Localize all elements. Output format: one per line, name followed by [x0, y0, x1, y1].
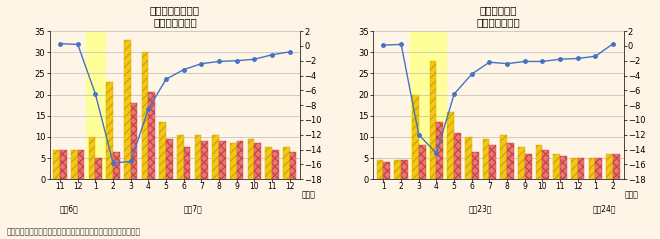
Bar	[195, 135, 201, 179]
Bar	[571, 158, 578, 179]
Bar	[88, 137, 96, 179]
Bar	[482, 139, 490, 179]
Bar	[230, 143, 237, 179]
Bar	[71, 150, 78, 179]
Bar	[507, 143, 514, 179]
Bar	[60, 150, 67, 179]
Bar	[131, 103, 137, 179]
Bar	[148, 92, 155, 179]
Bar	[607, 154, 613, 179]
Text: （月）: （月）	[625, 190, 639, 199]
Text: （月）: （月）	[302, 190, 315, 199]
Bar	[500, 135, 507, 179]
Bar	[490, 145, 496, 179]
Bar	[265, 147, 272, 179]
Title: 東日本大震災
（単位：千人）: 東日本大震災 （単位：千人）	[477, 5, 520, 27]
Bar	[472, 152, 478, 179]
Bar	[419, 145, 426, 179]
Bar	[560, 156, 567, 179]
Text: 平成23年: 平成23年	[469, 204, 492, 213]
Text: 平成24年: 平成24年	[593, 204, 616, 213]
Bar	[525, 154, 531, 179]
Bar	[159, 122, 166, 179]
Bar	[78, 150, 84, 179]
Bar	[283, 147, 290, 179]
Bar	[86, 31, 104, 179]
Bar	[166, 139, 173, 179]
Bar	[237, 141, 244, 179]
Bar	[454, 133, 461, 179]
Bar	[412, 95, 419, 179]
Bar	[518, 147, 525, 179]
Bar	[219, 141, 226, 179]
Bar	[553, 154, 560, 179]
Text: 資料）総務省「住民基本台帳人口移動報告」より国土交通省作成: 資料）総務省「住民基本台帳人口移動報告」より国土交通省作成	[7, 228, 141, 237]
Bar	[447, 112, 454, 179]
Bar	[543, 150, 549, 179]
Bar	[377, 160, 383, 179]
Bar	[536, 145, 543, 179]
Bar	[124, 39, 131, 179]
Bar	[177, 135, 183, 179]
Bar	[96, 158, 102, 179]
Bar	[395, 160, 401, 179]
Bar	[427, 31, 446, 179]
Bar	[213, 135, 219, 179]
Bar	[383, 162, 390, 179]
Bar	[248, 139, 254, 179]
Text: 平成7年: 平成7年	[183, 204, 202, 213]
Bar	[595, 158, 602, 179]
Bar	[578, 158, 585, 179]
Bar	[613, 154, 620, 179]
Bar	[142, 52, 148, 179]
Bar	[183, 147, 191, 179]
Bar	[272, 150, 279, 179]
Bar	[430, 61, 436, 179]
Bar	[290, 152, 296, 179]
Text: 平成6年: 平成6年	[59, 204, 79, 213]
Bar	[410, 31, 428, 179]
Bar	[465, 137, 472, 179]
Bar	[589, 158, 595, 179]
Bar	[113, 152, 120, 179]
Bar	[401, 160, 408, 179]
Bar	[254, 143, 261, 179]
Bar	[106, 82, 113, 179]
Bar	[53, 150, 60, 179]
Title: 阪神・淡路大震災
（単位：千人）: 阪神・淡路大震災 （単位：千人）	[150, 5, 200, 27]
Bar	[201, 141, 208, 179]
Bar	[436, 122, 444, 179]
